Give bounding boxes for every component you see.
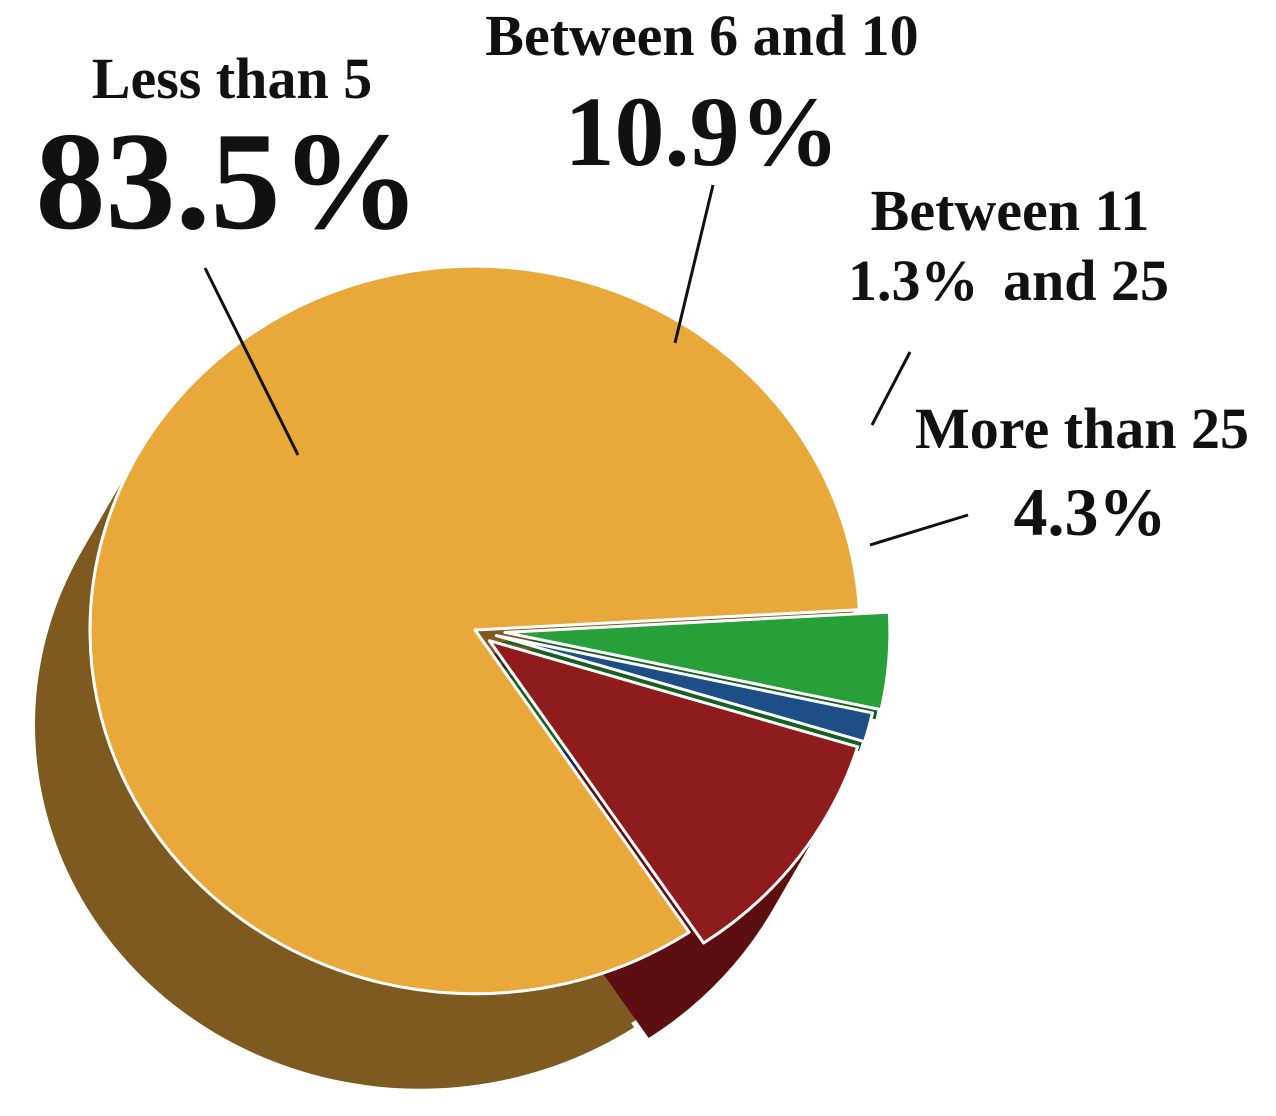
slice-between-6-and-10 <box>487 639 860 945</box>
label-11-25-name-line1: Between 11 <box>871 178 1150 243</box>
slice-between-11-and-25 <box>494 634 874 744</box>
label-6-10-value: 10.9% <box>565 76 840 187</box>
leader-line-6-10 <box>673 184 715 344</box>
label-less-than-5-name: Less than 5 <box>92 46 372 111</box>
label-more-than-25-value: 4.3% <box>1014 474 1167 550</box>
label-less-than-5-value: 83.5% <box>36 104 421 259</box>
slice-tops <box>88 264 892 996</box>
slice-less-than-5 <box>88 264 861 996</box>
leader-line-less-than-5 <box>203 267 300 456</box>
leader-line-more-than-25 <box>869 513 969 547</box>
leader-line-11-25 <box>870 351 912 426</box>
label-11-25-value: 1.3% <box>848 248 979 313</box>
slice-more-than-25 <box>503 610 892 712</box>
label-more-than-25-name: More than 25 <box>915 396 1249 461</box>
label-11-25-name-line2: and 25 <box>1003 248 1169 313</box>
label-6-10-name: Between 6 and 10 <box>485 3 918 68</box>
